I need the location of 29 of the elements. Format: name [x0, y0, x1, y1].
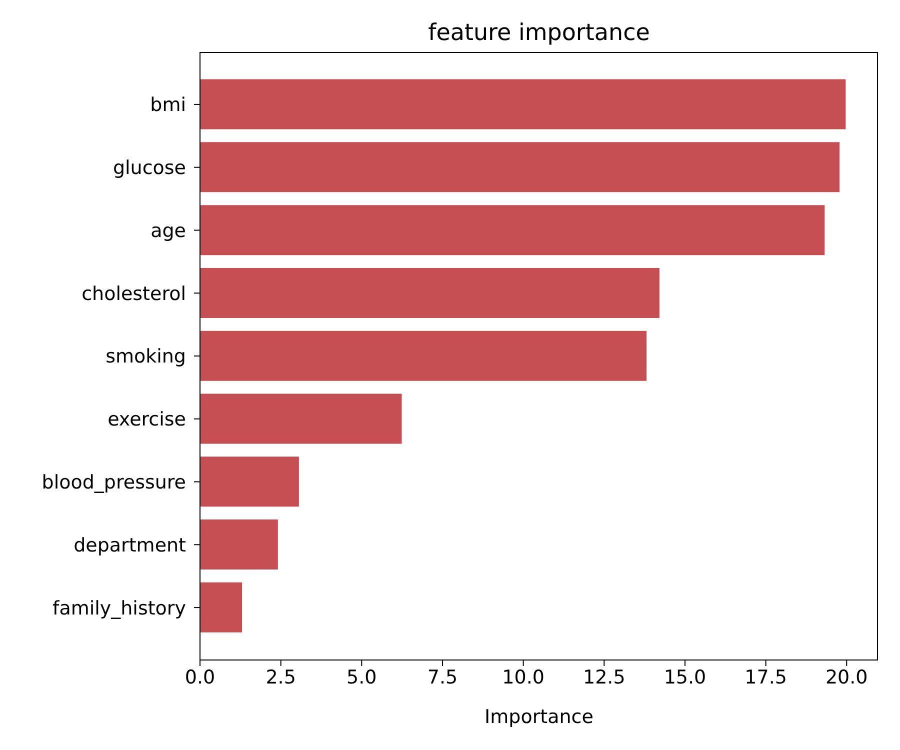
bar: [200, 394, 402, 444]
x-axis-title: Importance: [484, 706, 594, 728]
bar: [200, 79, 846, 130]
bar: [200, 456, 299, 507]
bar: [200, 330, 647, 381]
y-tick-label: cholesterol: [82, 282, 186, 305]
x-tick-label: 2.5: [266, 666, 296, 688]
y-tick-label: bmi: [150, 94, 186, 116]
x-tick-label: 7.5: [427, 666, 458, 688]
bar: [200, 268, 660, 318]
y-tick-label: department: [74, 534, 186, 556]
y-tick-label: exercise: [108, 408, 186, 431]
x-tick-label: 15.0: [664, 666, 706, 688]
x-tick-label: 20.0: [825, 666, 868, 688]
y-tick-label: smoking: [106, 346, 186, 368]
y-tick-label: age: [150, 220, 186, 242]
bar: [200, 142, 840, 192]
y-tick-label: blood_pressure: [42, 472, 186, 494]
y-tick-label: glucose: [112, 157, 186, 180]
x-tick-label: 17.5: [744, 666, 787, 688]
bar: [200, 520, 278, 570]
bar: [200, 582, 242, 632]
y-tick-label: family_history: [52, 597, 186, 620]
x-tick-label: 0.0: [184, 666, 216, 688]
x-tick-label: 12.5: [582, 666, 626, 688]
x-tick-label: 10.0: [502, 666, 544, 688]
x-tick-label: 5.0: [346, 666, 377, 688]
chart-title: feature importance: [427, 19, 651, 47]
bar: [200, 205, 825, 256]
